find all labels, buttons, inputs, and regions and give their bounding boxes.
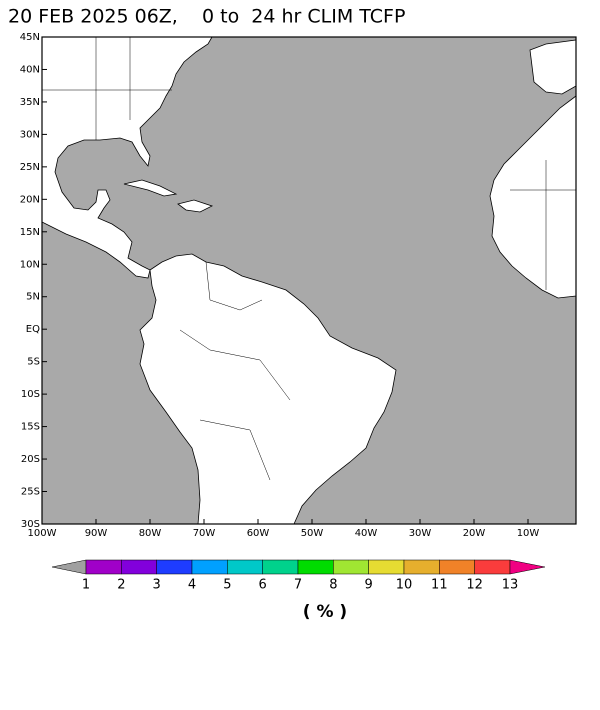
lat-label: 20S — [21, 454, 40, 465]
iberia — [529, 39, 577, 95]
colorbar-label: 2 — [117, 578, 125, 593]
lat-label: 20N — [20, 194, 40, 205]
colorbar-label: 3 — [153, 578, 161, 593]
colorbar-bin — [403, 559, 440, 575]
lat-label: 5S — [27, 357, 40, 368]
colorbar-bin — [156, 559, 193, 575]
colorbar-label: 9 — [365, 578, 373, 593]
lon-label: 80W — [139, 528, 162, 539]
lon-label: 90W — [85, 528, 108, 539]
lon-label: 40W — [355, 528, 378, 539]
lat-label: 10S — [21, 389, 40, 400]
cuba — [123, 179, 178, 197]
map-frame — [41, 36, 577, 525]
colorbar-bin — [474, 559, 511, 575]
lon-label: 10W — [517, 528, 540, 539]
colorbar-label: 5 — [223, 578, 231, 593]
lon-label: 50W — [301, 528, 324, 539]
lat-label: 15N — [20, 227, 40, 238]
hispaniola — [177, 199, 214, 213]
lon-label: 60W — [247, 528, 270, 539]
colorbar-bin — [297, 559, 334, 575]
lon-label: 100W — [28, 528, 57, 539]
colorbar-bin — [368, 559, 405, 575]
colorbar-bin — [191, 559, 228, 575]
lon-label: 30W — [409, 528, 432, 539]
lat-label: 10N — [20, 259, 40, 270]
lat-label: 40N — [20, 64, 40, 75]
colorbar-label: 11 — [431, 578, 448, 593]
colorbar-label: 12 — [466, 578, 483, 593]
colorbar-label: 4 — [188, 578, 196, 593]
africa — [489, 95, 577, 299]
colorbar-bin — [333, 559, 369, 575]
lat-label: 30N — [20, 129, 40, 140]
colorbar-bin — [262, 559, 299, 575]
lat-label: 45N — [20, 32, 40, 43]
colorbar-label: 10 — [396, 578, 413, 593]
lat-label: 25N — [20, 162, 40, 173]
title: 20 FEB 2025 06Z, 0 to 24 hr CLIM TCFP — [8, 6, 405, 28]
map — [41, 36, 577, 525]
colorbar-under — [51, 559, 87, 575]
lon-label: 70W — [193, 528, 216, 539]
lat-label: EQ — [26, 324, 40, 335]
colorbar-label: 7 — [294, 578, 302, 593]
colorbar-bin — [227, 559, 263, 575]
borders — [42, 37, 576, 481]
lat-label: 5N — [26, 292, 40, 303]
colorbar-label: 8 — [329, 578, 337, 593]
units-label: ( % ) — [303, 602, 347, 622]
colorbar-label: 1 — [82, 578, 90, 593]
lat-label: 15S — [21, 422, 40, 433]
lat-label: 25S — [21, 487, 40, 498]
lat-label: 30S — [21, 519, 40, 530]
colorbar-bin — [121, 559, 157, 575]
colorbar-bin — [85, 559, 122, 575]
lon-label: 20W — [463, 528, 486, 539]
colorbar-label: 13 — [502, 578, 519, 593]
colorbar-label: 6 — [259, 578, 267, 593]
lat-label: 35N — [20, 97, 40, 108]
colorbar-over — [509, 559, 546, 575]
north-america — [41, 36, 213, 279]
colorbar-bin — [439, 559, 475, 575]
south-america — [139, 253, 397, 525]
